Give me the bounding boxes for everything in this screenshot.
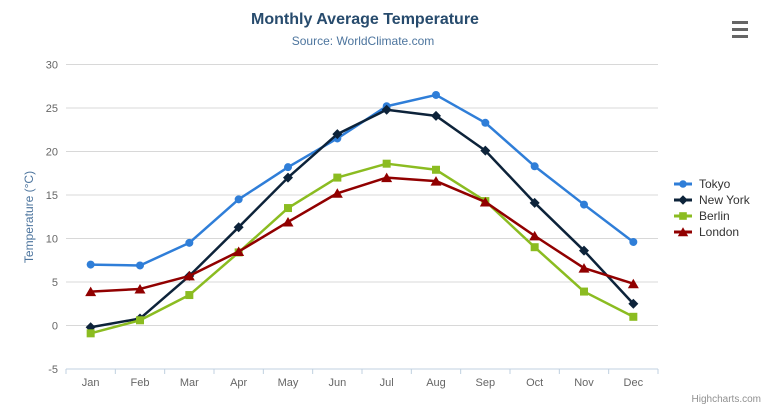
legend-item-london[interactable]: London <box>674 224 750 240</box>
x-axis-label: Jul <box>380 377 394 389</box>
point-london-Mar[interactable] <box>183 270 195 281</box>
legend-item-tokyo[interactable]: Tokyo <box>674 176 750 192</box>
y-axis-label: 10 <box>46 234 58 246</box>
point-new-york-Oct[interactable] <box>529 197 540 208</box>
point-london-Apr[interactable] <box>233 246 245 257</box>
x-axis-label: May <box>278 377 299 389</box>
grid-lines: -5 0 5 10 15 20 25 30 <box>46 60 658 376</box>
hamburger-icon <box>732 28 748 31</box>
point-tokyo-Apr[interactable] <box>234 195 243 204</box>
x-axis-label: Sep <box>476 377 496 389</box>
legend: Tokyo New York Berlin London <box>674 176 750 240</box>
point-berlin-Mar[interactable] <box>185 291 194 300</box>
point-london-Aug[interactable] <box>430 176 442 186</box>
legend-item-new-york[interactable]: New York <box>674 192 750 208</box>
point-tokyo-Aug[interactable] <box>432 90 440 99</box>
y-axis-label: 20 <box>46 147 58 159</box>
point-berlin-Jan[interactable] <box>86 329 95 338</box>
series-london[interactable] <box>85 172 639 297</box>
point-berlin-Feb[interactable] <box>136 316 144 325</box>
point-new-york-Dec[interactable] <box>628 298 639 309</box>
point-london-Jul[interactable] <box>381 172 393 183</box>
point-berlin-May[interactable] <box>284 204 292 213</box>
point-new-york-May[interactable] <box>283 172 293 183</box>
square-marker-icon <box>674 212 692 220</box>
series-tokyo[interactable] <box>86 90 638 270</box>
chart-subtitle: Source: WorldClimate.com <box>291 34 435 48</box>
x-axis-label: Nov <box>574 377 594 389</box>
circle-marker-icon <box>674 180 692 188</box>
x-axis-label: Dec <box>624 377 644 389</box>
legend-label: Berlin <box>699 209 730 223</box>
point-tokyo-Sep[interactable] <box>481 118 490 127</box>
chart-title: Monthly Average Temperature <box>251 11 479 28</box>
x-axis: Jan Feb Mar Apr May Jun Jul Aug Sep Oct Nov Dec <box>65 368 659 389</box>
point-london-May[interactable] <box>282 216 294 227</box>
hamburger-icon <box>732 21 748 24</box>
x-axis-label: Aug <box>426 377 446 389</box>
point-new-york-Apr[interactable] <box>233 222 244 233</box>
triangle-marker-icon <box>674 227 692 237</box>
point-london-Feb[interactable] <box>134 283 146 294</box>
x-axis-label: Apr <box>230 377 247 389</box>
point-berlin-Jun[interactable] <box>333 173 342 182</box>
x-axis-label: Mar <box>180 377 199 389</box>
point-tokyo-May[interactable] <box>284 163 292 172</box>
x-axis-label: Oct <box>526 377 543 389</box>
credits-link[interactable]: Highcharts.com <box>691 394 761 405</box>
point-london-Dec[interactable] <box>627 278 639 289</box>
y-axis-label: 0 <box>52 321 58 333</box>
series-new-york[interactable] <box>85 104 639 333</box>
x-axis-label: Jun <box>328 377 346 389</box>
point-tokyo-Jan[interactable] <box>86 260 95 269</box>
legend-item-berlin[interactable]: Berlin <box>674 208 750 224</box>
legend-label: London <box>699 225 740 239</box>
legend-label: New York <box>699 193 750 207</box>
y-axis-label: 25 <box>46 103 58 115</box>
y-axis-label: 15 <box>46 190 58 202</box>
point-new-york-Jul[interactable] <box>381 104 392 115</box>
point-berlin-Jul[interactable] <box>382 159 391 168</box>
x-axis-label: Jan <box>82 377 100 389</box>
hamburger-icon <box>732 35 748 38</box>
point-tokyo-Dec[interactable] <box>629 237 638 246</box>
legend-label: Tokyo <box>699 177 731 191</box>
x-axis-label: Feb <box>131 377 150 389</box>
point-new-york-Nov[interactable] <box>579 245 589 256</box>
point-berlin-Aug[interactable] <box>432 165 440 174</box>
diamond-marker-icon <box>674 195 692 205</box>
point-berlin-Nov[interactable] <box>580 287 588 296</box>
point-london-Sep[interactable] <box>479 196 491 207</box>
point-berlin-Oct[interactable] <box>530 243 539 252</box>
point-tokyo-Mar[interactable] <box>185 238 194 247</box>
point-new-york-Jun[interactable] <box>332 129 343 140</box>
y-axis-label: 30 <box>46 60 58 72</box>
point-tokyo-Nov[interactable] <box>580 200 588 209</box>
point-london-Oct[interactable] <box>529 230 541 241</box>
export-menu-button[interactable] <box>731 21 749 40</box>
point-london-Jun[interactable] <box>331 188 343 198</box>
y-axis-label: -5 <box>48 364 58 376</box>
point-london-Nov[interactable] <box>578 263 590 273</box>
point-new-york-Sep[interactable] <box>480 145 491 156</box>
point-tokyo-Feb[interactable] <box>136 261 144 270</box>
y-axis-label: 5 <box>52 277 58 289</box>
point-london-Jan[interactable] <box>85 286 97 297</box>
point-new-york-Aug[interactable] <box>431 110 441 121</box>
point-berlin-Dec[interactable] <box>629 312 638 321</box>
point-tokyo-Oct[interactable] <box>530 162 539 171</box>
